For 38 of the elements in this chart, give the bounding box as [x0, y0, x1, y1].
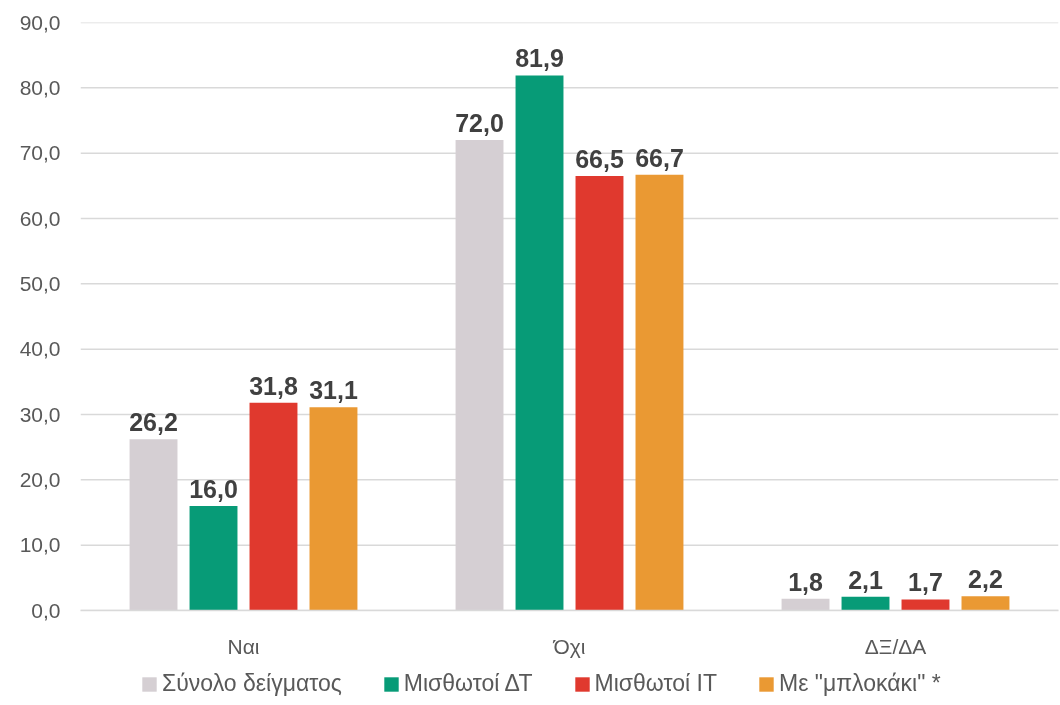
legend-label: Μισθωτοί ΔΤ — [403, 670, 533, 697]
data-label: 72,0 — [455, 109, 504, 138]
legend-label: Σύνολο δείγματος — [162, 670, 342, 697]
data-label: 66,7 — [635, 143, 684, 172]
data-label: 26,2 — [129, 408, 178, 437]
y-tick-label: 60,0 — [19, 206, 61, 230]
legend-label: Μισθωτοί ΙΤ — [594, 670, 717, 697]
x-tick-label: ΔΞ/ΔΑ — [864, 634, 927, 658]
data-label: 31,1 — [309, 376, 358, 405]
data-label: 31,8 — [249, 371, 298, 400]
data-label: 2,2 — [968, 565, 1003, 594]
bar — [249, 402, 298, 611]
data-label: 2,1 — [848, 565, 883, 594]
data-label: 16,0 — [189, 474, 238, 503]
bar — [635, 174, 684, 611]
y-tick-label: 50,0 — [19, 271, 61, 295]
y-tick-label: 20,0 — [19, 467, 61, 491]
data-label: 66,5 — [575, 145, 624, 174]
bar — [189, 505, 238, 611]
bar — [515, 75, 564, 611]
bar — [575, 176, 624, 611]
y-tick-label: 10,0 — [19, 533, 61, 557]
legend-label: Με "μπλοκάκι" * — [778, 670, 941, 697]
x-tick-label: Όχι — [552, 634, 586, 658]
y-tick-label: 80,0 — [19, 75, 61, 99]
data-label: 1,7 — [908, 568, 943, 597]
bar — [841, 596, 890, 611]
bar — [309, 407, 358, 611]
data-label: 1,8 — [788, 567, 823, 596]
y-tick-label: 90,0 — [19, 10, 61, 34]
y-tick-label: 40,0 — [19, 337, 61, 361]
bar — [961, 596, 1010, 611]
y-tick-label: 70,0 — [19, 141, 61, 165]
y-tick-label: 30,0 — [19, 402, 61, 426]
x-tick-label: Ναι — [227, 634, 260, 658]
y-tick-label: 0,0 — [31, 598, 61, 622]
data-label: 81,9 — [515, 44, 564, 73]
bar — [901, 599, 950, 611]
